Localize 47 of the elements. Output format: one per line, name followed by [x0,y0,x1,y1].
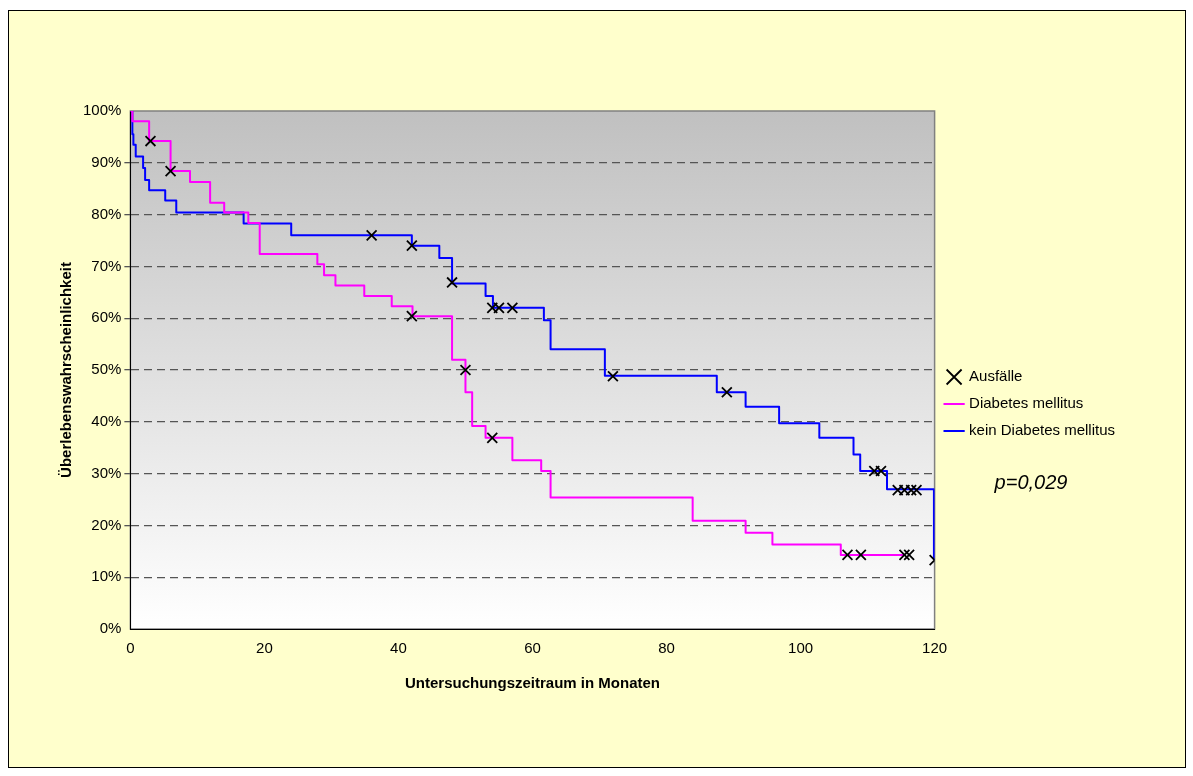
point [446,276,458,289]
point [506,301,519,314]
point [910,484,923,497]
text: p=0,029 [993,470,1068,493]
point [607,370,619,383]
y-tick-label: 0% [99,619,122,637]
x-tick-label: 120 [922,639,948,657]
legend-label: kein Diabetes mellitus [969,421,1116,439]
point [493,301,505,314]
legend-label: Ausfälle [969,367,1023,385]
y-tick-label: 30% [91,463,122,481]
y-tick-label: 80% [91,204,122,222]
point [164,165,177,177]
y-tick-label: 10% [91,567,122,585]
y-tick-label: 70% [91,256,122,274]
x-tick-label: 100 [788,639,814,657]
x-tick-label: 80 [658,639,675,657]
point [898,549,911,561]
x-tick-label: 20 [256,639,273,657]
x-tick-label: 0 [126,639,135,657]
point [406,310,418,322]
point [486,301,499,314]
point [486,432,499,444]
y-tick-label: 100% [82,101,122,119]
y-tick-label: 40% [91,411,122,429]
point [855,549,867,561]
x-tick-label: 60 [524,639,541,657]
point [841,549,854,561]
point [365,229,378,242]
point [459,364,472,376]
point [875,465,887,477]
point [898,484,911,497]
y-tick-label: 50% [91,360,122,378]
y-axis-title: Überlebenswahrscheinlichkeit [57,262,75,478]
point [720,386,733,399]
x-axis-title: Untersuchungszeitraum in Monaten [404,674,660,692]
point [868,465,881,477]
legend-label: Diabetes mellitus [969,394,1084,412]
point [406,239,418,252]
y-tick-label: 90% [91,152,122,170]
point [891,484,904,497]
point [144,135,157,147]
point [903,549,915,561]
y-tick-label: 20% [91,515,122,533]
x-tick-label: 40 [390,639,407,657]
y-tick-label: 60% [91,308,122,326]
point [905,484,917,497]
